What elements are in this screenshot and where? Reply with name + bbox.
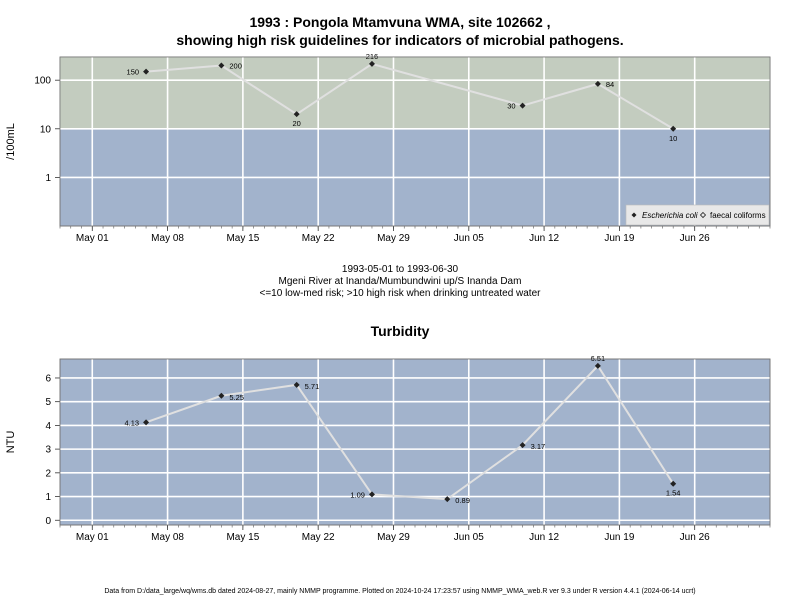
data-label: 5.71 [305, 382, 320, 391]
x-tick-label: May 29 [377, 532, 410, 543]
data-point [444, 496, 451, 503]
data-point [218, 62, 225, 69]
date-range-caption: 1993-05-01 to 1993-06-30 [341, 264, 459, 275]
data-point [293, 381, 300, 388]
data-point [293, 111, 300, 118]
y-axis-label: NTU [5, 431, 17, 454]
x-tick-label: Jun 05 [454, 532, 484, 543]
y-tick-label: 1 [45, 492, 51, 503]
x-tick-label: May 29 [377, 233, 410, 244]
data-label: 30 [507, 102, 515, 111]
x-tick-label: Jun 19 [604, 233, 634, 244]
x-tick-label: Jun 05 [454, 233, 484, 244]
y-axis-label: /100mL [5, 123, 17, 160]
plot-frame [59, 56, 771, 227]
data-label: 4.13 [124, 418, 139, 427]
data-label: 150 [127, 68, 140, 77]
data-label: 5.25 [229, 393, 244, 402]
legend-label-ecoli: Escherichia coli [642, 211, 698, 220]
data-label: 216 [366, 52, 379, 61]
legend-label-faecal: faecal coliforms [710, 211, 766, 220]
data-label: 0.89 [455, 496, 470, 505]
legend-marker-ecoli [631, 212, 637, 218]
legend-box [625, 204, 770, 226]
x-tick-label: May 15 [226, 233, 259, 244]
data-point [143, 68, 150, 75]
y-tick-label: 4 [45, 421, 51, 432]
data-point [218, 392, 225, 399]
x-tick-label: May 22 [302, 233, 335, 244]
x-tick-label: May 08 [151, 532, 184, 543]
plot-background [59, 358, 771, 526]
y-tick-label: 2 [45, 468, 51, 479]
data-point [519, 442, 526, 449]
data-label: 1.54 [666, 489, 681, 498]
y-tick-label: 3 [45, 445, 51, 456]
data-point [594, 362, 601, 369]
x-tick-label: May 22 [302, 532, 335, 543]
data-point [670, 125, 677, 132]
footer-note: Data from D:/data_large/wq/wms.db dated … [104, 588, 696, 595]
x-tick-label: Jun 26 [680, 532, 710, 543]
series-line [145, 364, 675, 501]
risk-guideline-caption: <=10 low-med risk; >10 high risk when dr… [259, 288, 541, 299]
x-tick-label: Jun 12 [529, 532, 559, 543]
x-tick-label: May 15 [226, 532, 259, 543]
data-point [368, 491, 375, 498]
y-tick-label: 6 [45, 373, 51, 384]
plot-frame [59, 358, 771, 526]
data-point [368, 60, 375, 67]
data-label: 6.51 [591, 354, 606, 363]
x-tick-label: May 01 [76, 532, 109, 543]
y-tick-label: 0 [45, 516, 51, 527]
x-tick-label: Jun 12 [529, 233, 559, 244]
turbidity-title: Turbidity [370, 323, 430, 339]
data-point [670, 480, 677, 487]
y-tick-label: 100 [34, 76, 51, 87]
x-tick-label: Jun 19 [604, 532, 634, 543]
data-label: 200 [229, 62, 242, 71]
x-tick-label: Jun 26 [680, 233, 710, 244]
y-tick-label: 5 [45, 397, 51, 408]
data-point [519, 102, 526, 109]
data-label: 3.17 [531, 442, 546, 451]
chart-title-line2: showing high risk guidelines for indicat… [176, 32, 624, 48]
chart-title-line1: 1993 : Pongola Mtamvuna WMA, site 102662… [249, 14, 551, 30]
y-tick-label: 10 [40, 124, 52, 135]
data-label: 84 [606, 80, 614, 89]
x-tick-label: May 08 [151, 233, 184, 244]
data-point [143, 419, 150, 426]
legend-marker-faecal [699, 211, 707, 219]
data-label: 1.09 [350, 490, 365, 499]
data-point [594, 80, 601, 87]
data-label: 20 [292, 119, 300, 128]
y-tick-label: 1 [45, 173, 51, 184]
site-description-caption: Mgeni River at Inanda/Mumbundwini up/S I… [278, 276, 522, 287]
data-label: 10 [669, 134, 677, 143]
x-tick-label: May 01 [76, 233, 109, 244]
